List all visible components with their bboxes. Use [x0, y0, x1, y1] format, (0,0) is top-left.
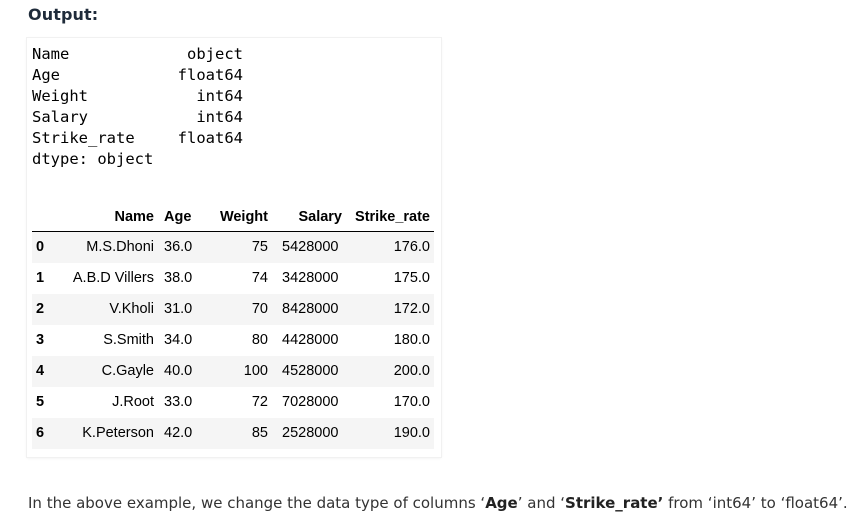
table-row: 1 A.B.D Villers 38.0 74 3428000 175.0 [32, 263, 434, 294]
cell-name: J.Root [112, 394, 154, 410]
cell-salary: 4528000 [282, 363, 339, 379]
table-row: 2 V.Kholi 31.0 70 8428000 172.0 [32, 293, 434, 325]
note-text: from ‘int64’ to ‘float64’. [663, 494, 848, 512]
index-header [32, 201, 60, 232]
row-index: 6 [36, 425, 45, 441]
cell-age: 31.0 [164, 301, 193, 317]
cell-salary: 5428000 [282, 239, 339, 256]
table-header: Name Age Weight Salary Strike_rate [32, 201, 434, 232]
dtype-value: int64 [196, 87, 243, 105]
dtype-row: Salary int64 [32, 107, 243, 128]
note-bold-age: Age [485, 494, 518, 512]
cell-name: K.Peterson [82, 425, 154, 441]
dtype-column-name: Strike_rate [32, 129, 135, 147]
cell-name: M.S.Dhoni [86, 239, 154, 256]
table-row: 3 S.Smith 34.0 80 4428000 180.0 [32, 325, 434, 356]
cell-age: 33.0 [164, 394, 193, 410]
cell-age: 36.0 [164, 239, 193, 256]
cell-weight: 70 [251, 301, 268, 317]
cell-salary: 7028000 [282, 394, 339, 410]
dtype-row: Name object [32, 44, 243, 65]
cell-salary: 3428000 [282, 270, 339, 286]
table-row: 5 J.Root 33.0 72 7028000 170.0 [32, 387, 434, 418]
column-header-age: Age [158, 201, 206, 232]
dtype-row: Age float64 [32, 65, 243, 86]
cell-strike-rate: 200.0 [393, 363, 430, 379]
cell-salary: 2528000 [282, 425, 339, 441]
cell-name: C.Gayle [101, 363, 154, 379]
output-cell: Name object Age float64 Weight int64 Sal… [27, 38, 441, 457]
dtype-value: float64 [177, 66, 243, 84]
row-index: 3 [36, 332, 45, 348]
note-text: ’ and ‘ [517, 494, 566, 512]
dtype-value: object [187, 45, 243, 63]
cell-age: 34.0 [164, 332, 193, 348]
cell-weight: 75 [251, 239, 268, 256]
cell-name: V.Kholi [109, 301, 154, 317]
dtypes-output: Name object Age float64 Weight int64 Sal… [32, 44, 243, 170]
note-text: In the above example, we change the data… [28, 494, 486, 512]
dtype-column-name: Weight [32, 87, 88, 105]
dtype-column-name: Age [32, 66, 60, 84]
dataframe-table: Name Age Weight Salary Strike_rate 0 M.S… [32, 201, 434, 449]
column-header-weight: Weight [206, 201, 272, 232]
output-heading: Output: [28, 5, 99, 24]
dtype-value: int64 [196, 108, 243, 126]
dtype-column-name: Salary [32, 108, 88, 126]
dtype-footer: dtype: object [32, 150, 154, 168]
cell-age: 40.0 [164, 363, 193, 379]
cell-name: S.Smith [103, 332, 154, 348]
dtype-row: Strike_rate float64 [32, 128, 243, 149]
cell-weight: 72 [251, 394, 268, 410]
table-row: 0 M.S.Dhoni 36.0 75 5428000 176.0 [32, 231, 434, 263]
dtype-row: Weight int64 [32, 86, 243, 107]
dtype-value: float64 [177, 129, 243, 147]
cell-strike-rate: 176.0 [393, 239, 430, 256]
cell-age: 42.0 [164, 425, 193, 441]
table-body: 0 M.S.Dhoni 36.0 75 5428000 176.0 1 A.B.… [32, 231, 434, 449]
dtype-column-name: Name [32, 45, 70, 63]
column-header-strike-rate: Strike_rate [346, 201, 434, 232]
cell-strike-rate: 170.0 [393, 394, 430, 410]
cell-weight: 80 [251, 332, 268, 348]
table-row: 4 C.Gayle 40.0 100 4528000 200.0 [32, 355, 434, 387]
row-index: 4 [36, 363, 45, 379]
row-index: 1 [36, 270, 45, 286]
row-index: 0 [36, 239, 45, 256]
cell-strike-rate: 175.0 [393, 270, 430, 286]
cell-strike-rate: 180.0 [393, 332, 430, 348]
cell-strike-rate: 190.0 [393, 425, 430, 441]
column-header-name: Name [60, 201, 158, 232]
header-row: Name Age Weight Salary Strike_rate [32, 201, 434, 232]
note-bold-strike-rate: Strike_rate’ [565, 494, 664, 512]
row-index: 5 [36, 394, 45, 410]
cell-salary: 4428000 [282, 332, 339, 348]
column-header-salary: Salary [272, 201, 346, 232]
cell-salary: 8428000 [282, 301, 339, 317]
cell-weight: 74 [251, 270, 268, 286]
row-index: 2 [36, 301, 45, 317]
cell-name: A.B.D Villers [72, 270, 154, 286]
cell-weight: 100 [243, 363, 268, 379]
cell-strike-rate: 172.0 [393, 301, 430, 317]
cell-age: 38.0 [164, 270, 193, 286]
cell-weight: 85 [251, 425, 268, 441]
explanation-paragraph: In the above example, we change the data… [28, 494, 848, 512]
table-row: 6 K.Peterson 42.0 85 2528000 190.0 [32, 417, 434, 449]
